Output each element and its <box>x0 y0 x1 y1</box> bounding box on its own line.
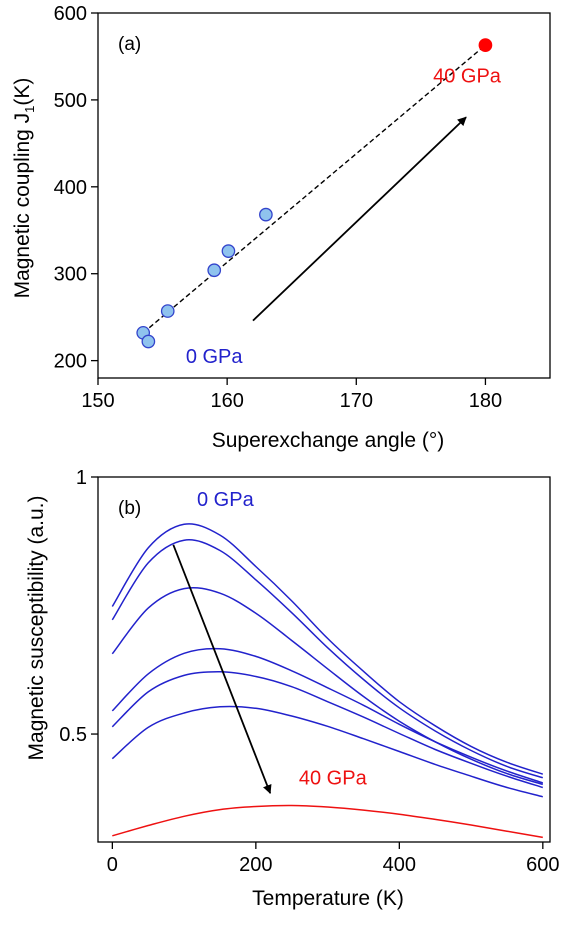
panel-b-label: (b) <box>118 498 141 519</box>
panel-b-frame <box>97 476 551 843</box>
a-annotation-40-gpa: 40 GPa <box>433 66 502 88</box>
panel-a-label: (a) <box>118 34 141 55</box>
a-y-tick-label: 200 <box>54 351 87 373</box>
b-annotation-40-gpa: 40 GPa <box>299 767 368 789</box>
data-point-0gpa-series <box>259 207 273 222</box>
b-annotation-0-gpa: 0 GPa <box>197 489 255 511</box>
b-x-tick-label: 600 <box>526 854 559 876</box>
a-x-tick-label: 180 <box>469 390 502 412</box>
panel-a-fit-line <box>142 44 486 334</box>
a-x-tick-label: 170 <box>340 390 373 412</box>
data-point-40gpa <box>478 38 493 53</box>
b-y-tick-label: 1 <box>76 467 87 489</box>
panel-a-ticks <box>91 12 487 385</box>
panel-b-y-axis-label: Magnetic susceptibility (a.u.) <box>25 496 48 761</box>
panel-b-annotations: 0 GPa 40 GPa <box>197 489 368 790</box>
panel-a-trend-arrow <box>252 116 467 322</box>
data-point-0gpa-series <box>141 334 156 349</box>
panel-a-annotations: 0 GPa 40 GPa <box>186 66 502 369</box>
panel-a-y-axis-label: Magnetic coupling J1(K) <box>11 78 37 299</box>
panel-a-y-axis-label-unit: (K) <box>11 78 34 106</box>
panel-a-y-axis-label-main: Magnetic coupling J <box>11 113 34 299</box>
susceptibility-curve-4 <box>111 647 544 784</box>
data-point-0gpa-series <box>221 244 236 258</box>
susceptibility-curve-5 <box>111 671 544 789</box>
panel-b-ticks <box>91 476 544 849</box>
panel-a-frame <box>97 12 551 379</box>
a-y-tick-label: 600 <box>54 3 87 25</box>
a-y-tick-label: 400 <box>54 177 87 199</box>
panel-b-trend-arrow <box>172 544 272 795</box>
panel-a-data-points <box>136 38 493 349</box>
susceptibility-curve-1 <box>111 523 544 775</box>
b-y-tick-label: 0.5 <box>59 724 87 746</box>
data-point-0gpa-series <box>160 304 175 318</box>
b-x-tick-label: 0 <box>107 854 118 876</box>
b-x-tick-label: 200 <box>239 854 272 876</box>
panel-b-tick-labels: 0 200 400 600 0.5 1 <box>59 467 559 876</box>
panel-a-tick-labels: 150 160 170 180 200 300 400 500 600 <box>54 3 502 412</box>
susceptibility-curve-7 <box>112 804 543 839</box>
susceptibility-curve-6 <box>111 705 543 798</box>
panel-a-x-axis-label: Superexchange angle (°) <box>212 429 445 452</box>
susceptibility-curve-2 <box>111 539 544 779</box>
susceptibility-curve-3 <box>111 586 544 786</box>
a-x-tick-label: 150 <box>81 390 114 412</box>
a-x-tick-label: 160 <box>210 390 243 412</box>
a-y-tick-label: 300 <box>54 264 87 286</box>
b-x-tick-label: 400 <box>383 854 416 876</box>
panel-b: 0 200 400 600 0.5 1 0 GPa 40 GPa (b) Temperatu… <box>25 467 560 910</box>
a-y-tick-label: 500 <box>54 90 87 112</box>
panel-a-y-axis-label-subscript: 1 <box>22 106 37 113</box>
panel-b-x-axis-label: Temperature (K) <box>252 887 404 910</box>
a-annotation-0-gpa: 0 GPa <box>186 346 244 368</box>
panel-b-curves <box>111 523 544 839</box>
data-point-0gpa-series <box>207 263 222 278</box>
